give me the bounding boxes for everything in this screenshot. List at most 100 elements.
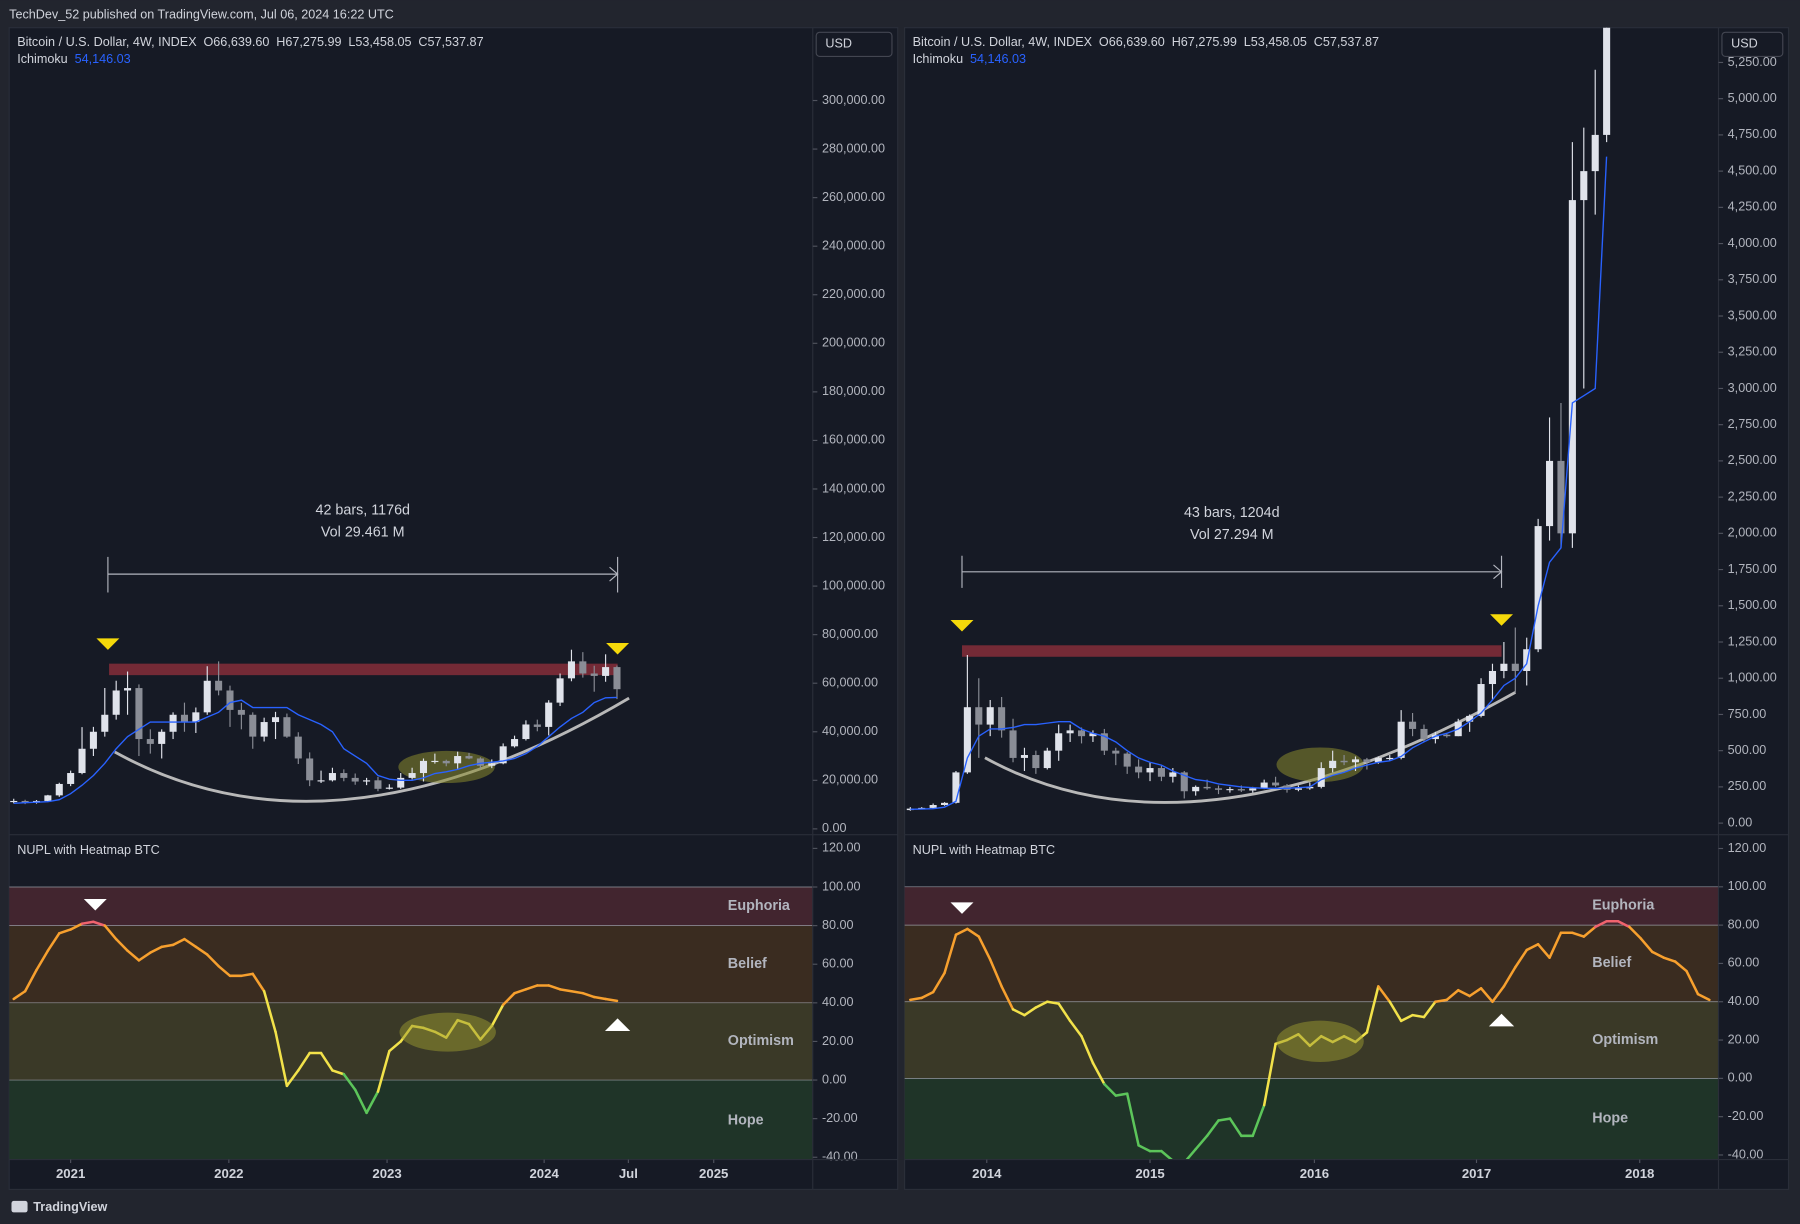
candle-body: [963, 707, 971, 773]
y-tick-label: 1,500.00: [1728, 598, 1777, 612]
nupl-segment: [977, 935, 992, 961]
y-tick-label: -20.00: [1728, 1109, 1764, 1123]
nupl-segment: [943, 933, 958, 975]
ichimoku-line: [13, 696, 618, 805]
y-tick-label: 100.00: [822, 879, 861, 893]
nupl-segment: [1662, 956, 1677, 963]
nupl-segment: [1046, 1000, 1060, 1005]
candle-body: [431, 760, 439, 763]
candle-body: [1146, 768, 1154, 773]
y-tick-label: 100.00: [1728, 879, 1767, 893]
candle-body: [317, 780, 325, 782]
right-axes: 0.00 250.00 500.00 750.00 1,000.00 1,250.00 1,…: [904, 27, 1789, 1190]
nupl-segment: [1673, 960, 1688, 973]
nupl-segment: [285, 1069, 300, 1088]
candle-body: [101, 714, 109, 732]
x-tick-label: 2016: [1300, 1166, 1329, 1181]
y-tick-label: 0.00: [822, 821, 847, 835]
y-tick-label: 280,000.00: [822, 141, 885, 155]
candle-body: [306, 758, 314, 781]
highlight: [1276, 1020, 1364, 1062]
candle-body: [1249, 788, 1257, 791]
nupl-segment: [1628, 925, 1643, 940]
nupl-segment: [1262, 1042, 1277, 1107]
nupl-segment: [1514, 948, 1528, 969]
candle-body: [1237, 789, 1245, 791]
y-tick-label: 2,000.00: [1728, 526, 1777, 540]
nupl-segment: [966, 927, 981, 938]
y-tick-label: 0.00: [1728, 1071, 1753, 1085]
y-tick-label: 1,250.00: [1728, 634, 1777, 648]
nupl-segment: [1034, 1000, 1049, 1009]
zone-label: Belief: [728, 956, 767, 972]
candle-body: [602, 667, 610, 676]
candle-body: [941, 802, 949, 806]
candle-body: [1409, 721, 1417, 729]
nupl-segment: [342, 1072, 357, 1091]
nupl-segment: [92, 920, 107, 927]
candle-body: [1272, 782, 1280, 786]
measure-label: Vol 29.461 M: [321, 525, 405, 541]
candle-body: [998, 707, 1006, 731]
measure-label: 43 bars, 1204d: [1184, 505, 1280, 521]
x-tick-label: 2017: [1462, 1166, 1491, 1181]
nupl-segment: [1251, 1103, 1266, 1138]
candle-body: [1420, 728, 1428, 740]
nupl-segment: [217, 964, 232, 978]
candle-body: [1214, 788, 1223, 790]
candle-body: [1568, 200, 1576, 534]
nupl-segment: [1582, 925, 1597, 938]
nupl-segment: [1365, 985, 1380, 1034]
candle-body: [1466, 715, 1474, 722]
currency-box: [815, 31, 893, 57]
candle-body: [1317, 768, 1325, 787]
legend-symbol: Bitcoin / U.S. Dollar, 4W, INDEX: [913, 35, 1093, 49]
right-nupl-pane: Euphoria Belief Optimism Hope: [904, 886, 1719, 1160]
y-tick-label: 2,750.00: [1728, 417, 1777, 431]
y-tick-label: 120.00: [1728, 841, 1767, 855]
candle-body: [1477, 684, 1485, 716]
nupl-segment: [114, 937, 129, 952]
y-tick-label: 40,000.00: [822, 724, 878, 738]
candle-body: [124, 688, 132, 691]
candle-body: [385, 787, 393, 789]
nupl-segment: [1456, 988, 1471, 998]
candle-body: [1557, 460, 1565, 534]
ichimoku-line: [910, 156, 1608, 811]
y-tick-label: 120.00: [822, 841, 861, 855]
candle-body: [1580, 171, 1588, 201]
nupl-segment: [1205, 1119, 1220, 1138]
candle-body: [44, 795, 52, 801]
y-tick-label: 500.00: [1728, 743, 1767, 757]
top-marker: [606, 642, 630, 655]
nupl-segment: [1411, 1013, 1426, 1019]
candle-body: [408, 773, 416, 778]
candle-body: [1591, 134, 1599, 172]
y-tick-label: 100,000.00: [822, 578, 885, 592]
y-tick-label: 300,000.00: [822, 93, 885, 107]
nupl-segment: [205, 953, 220, 968]
nupl-segment: [1023, 1006, 1038, 1017]
nupl-segment: [80, 920, 95, 925]
nupl-segment: [1228, 1117, 1243, 1138]
candle-body: [1169, 772, 1177, 777]
candle-body: [192, 712, 200, 723]
legend-ohlc: L53,458.05: [1244, 35, 1307, 49]
nupl-segment: [388, 1040, 402, 1053]
nupl-segment: [1377, 985, 1392, 1004]
nupl-segment: [46, 932, 61, 952]
nupl-segment: [513, 988, 528, 995]
zone-band: [9, 1080, 813, 1160]
candle-body: [1329, 760, 1337, 769]
x-tick-label: 2021: [56, 1166, 85, 1181]
zone-band: [904, 886, 1719, 926]
nupl-segment: [12, 989, 27, 1001]
nupl-segment: [1502, 965, 1517, 988]
y-tick-label: -40.00: [822, 1150, 858, 1164]
candle-body: [1283, 785, 1291, 790]
nupl-segment: [501, 991, 516, 1007]
y-tick-label: 80.00: [1728, 917, 1760, 931]
candle-body: [1043, 750, 1051, 769]
candle-body: [1500, 663, 1508, 671]
candle-body: [21, 800, 29, 803]
